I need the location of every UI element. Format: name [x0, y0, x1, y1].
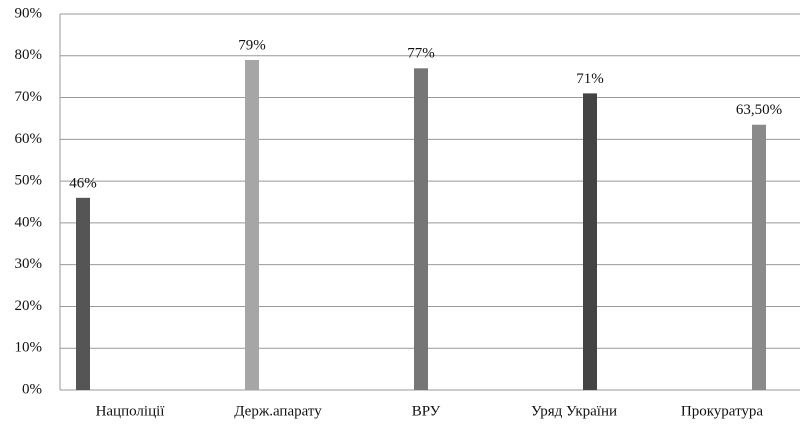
- y-tick-label: 50%: [15, 173, 43, 189]
- bar: [245, 59, 259, 390]
- value-label: 79%: [238, 37, 266, 53]
- x-tick-label: Прокуратура: [681, 403, 764, 419]
- value-label: 77%: [407, 46, 435, 62]
- x-tick-label: Уряд України: [531, 403, 617, 419]
- y-tick-label: 30%: [15, 256, 43, 272]
- x-tick-label: Держ.апарату: [234, 403, 322, 419]
- bar: [583, 93, 597, 390]
- y-tick-label: 10%: [15, 340, 43, 356]
- bar: [414, 68, 428, 391]
- y-tick-label: 80%: [15, 47, 43, 63]
- y-tick-label: 20%: [15, 298, 43, 314]
- y-tick-label: 40%: [15, 214, 43, 230]
- value-label: 63,50%: [736, 102, 782, 118]
- bar: [76, 197, 90, 390]
- x-tick-label: ВРУ: [412, 403, 441, 419]
- value-label: 46%: [69, 175, 97, 191]
- y-tick-label: 60%: [15, 131, 43, 147]
- bar: [752, 124, 766, 390]
- y-tick-label: 90%: [15, 5, 43, 21]
- x-tick-label: Нацполіції: [96, 403, 166, 419]
- value-label: 71%: [576, 71, 604, 87]
- y-tick-label: 0%: [22, 381, 42, 397]
- y-tick-label: 70%: [15, 89, 43, 105]
